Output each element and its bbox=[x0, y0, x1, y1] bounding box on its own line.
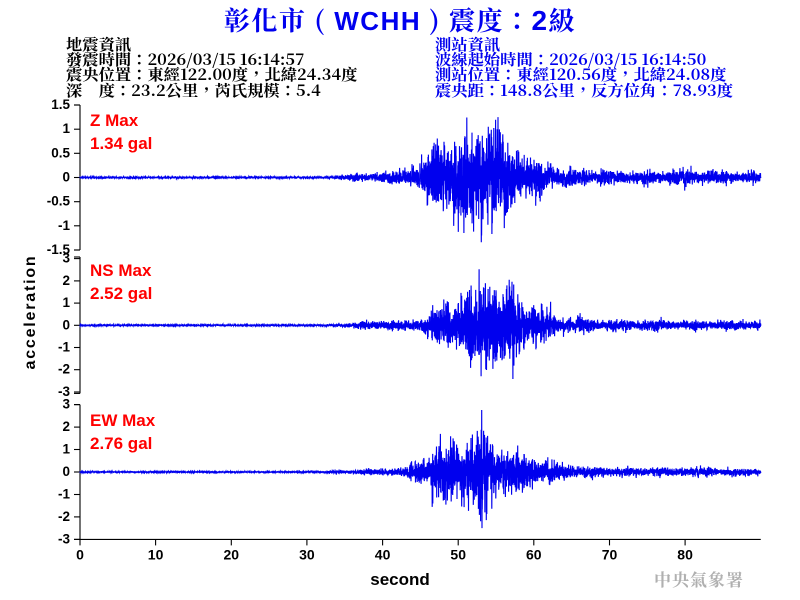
svg-text:0: 0 bbox=[62, 170, 70, 185]
svg-text:-1: -1 bbox=[58, 340, 70, 355]
svg-text:80: 80 bbox=[677, 546, 693, 562]
svg-text:-2: -2 bbox=[58, 362, 70, 377]
svg-text:0: 0 bbox=[62, 317, 70, 332]
svg-text:0: 0 bbox=[62, 464, 70, 479]
svg-text:50: 50 bbox=[450, 546, 466, 562]
svg-text:3: 3 bbox=[62, 251, 70, 266]
svg-text:-2: -2 bbox=[58, 509, 70, 524]
svg-text:-0.5: -0.5 bbox=[47, 194, 71, 209]
svg-text:70: 70 bbox=[602, 546, 618, 562]
svg-text:-1: -1 bbox=[58, 218, 70, 233]
svg-text:-3: -3 bbox=[58, 531, 70, 546]
svg-text:2: 2 bbox=[62, 273, 70, 288]
svg-text:0.5: 0.5 bbox=[51, 145, 70, 160]
svg-text:40: 40 bbox=[375, 546, 391, 562]
svg-text:-1: -1 bbox=[58, 487, 70, 502]
svg-text:20: 20 bbox=[224, 546, 240, 562]
svg-text:0: 0 bbox=[76, 546, 84, 562]
svg-text:1: 1 bbox=[62, 295, 70, 310]
svg-text:1: 1 bbox=[62, 442, 70, 457]
svg-text:1: 1 bbox=[62, 121, 70, 136]
svg-text:2: 2 bbox=[62, 419, 70, 434]
svg-text:60: 60 bbox=[526, 546, 542, 562]
svg-text:10: 10 bbox=[148, 546, 164, 562]
svg-text:3: 3 bbox=[62, 397, 70, 412]
svg-text:30: 30 bbox=[299, 546, 315, 562]
svg-text:1.5: 1.5 bbox=[51, 97, 70, 112]
